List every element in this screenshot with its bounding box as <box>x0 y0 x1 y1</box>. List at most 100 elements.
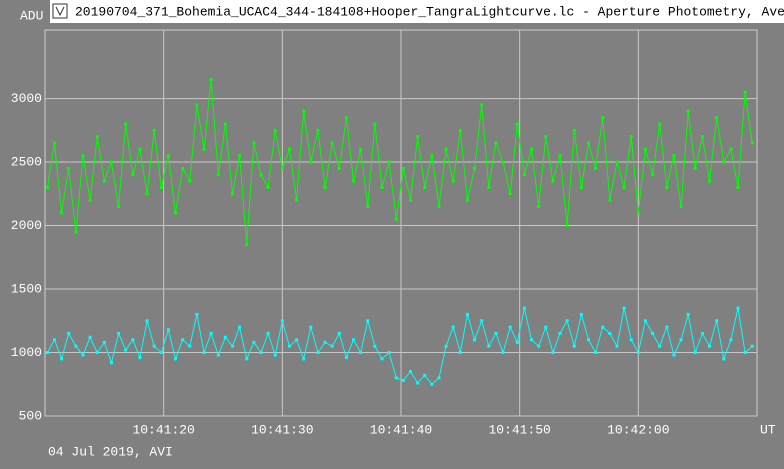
data-point <box>722 160 726 164</box>
data-point <box>494 141 498 145</box>
y-tick-label: 2500 <box>11 154 42 169</box>
data-point <box>480 103 484 107</box>
data-point <box>416 381 420 385</box>
data-point <box>245 243 249 247</box>
data-point <box>95 135 99 139</box>
data-point <box>451 325 455 329</box>
data-point <box>266 331 270 335</box>
y-tick-label: 1000 <box>11 345 42 360</box>
data-point <box>708 179 712 183</box>
data-point <box>401 166 405 170</box>
data-point <box>643 319 647 323</box>
data-point <box>437 376 441 380</box>
data-point <box>636 351 640 355</box>
data-point <box>722 357 726 361</box>
data-point <box>152 344 156 348</box>
x-tick-label: 10:41:50 <box>488 422 550 437</box>
data-point <box>280 319 284 323</box>
data-point <box>309 325 313 329</box>
data-point <box>145 319 149 323</box>
data-point <box>750 141 754 145</box>
data-point <box>615 160 619 164</box>
data-point <box>437 204 441 208</box>
data-point <box>117 204 121 208</box>
data-point <box>259 173 263 177</box>
data-point <box>316 351 320 355</box>
data-point <box>508 192 512 196</box>
data-point <box>387 351 391 355</box>
data-point <box>102 179 106 183</box>
data-point <box>174 211 178 215</box>
data-point <box>729 338 733 342</box>
data-point <box>401 378 405 382</box>
data-point <box>465 198 469 202</box>
data-point <box>530 147 534 151</box>
data-point <box>658 344 662 348</box>
data-point <box>131 338 135 342</box>
data-point <box>60 357 64 361</box>
data-point <box>109 361 113 365</box>
data-point <box>344 116 348 120</box>
data-point <box>230 344 234 348</box>
data-point <box>458 128 462 132</box>
data-point <box>558 154 562 158</box>
data-point <box>594 166 598 170</box>
data-point <box>501 160 505 164</box>
data-point <box>230 192 234 196</box>
data-point <box>216 173 220 177</box>
data-point <box>302 357 306 361</box>
data-point <box>295 198 299 202</box>
chart-title: 20190704_371_Bohemia_UCAC4_344-184108+Ho… <box>75 4 784 19</box>
data-point <box>216 353 220 357</box>
y-tick-label: 500 <box>19 408 42 423</box>
data-point <box>359 351 363 355</box>
data-point <box>316 128 320 132</box>
y-tick-label: 2000 <box>11 218 42 233</box>
data-point <box>530 338 534 342</box>
data-point <box>138 356 142 360</box>
data-point <box>565 224 569 228</box>
data-point <box>394 217 398 221</box>
data-point <box>608 331 612 335</box>
data-point <box>323 185 327 189</box>
series-line <box>46 79 753 245</box>
data-point <box>629 135 633 139</box>
data-point <box>729 147 733 151</box>
data-point <box>302 109 306 113</box>
data-point <box>273 353 277 357</box>
data-point <box>679 338 683 342</box>
data-point <box>373 344 377 348</box>
data-point <box>537 344 541 348</box>
data-point <box>430 154 434 158</box>
data-point <box>330 141 334 145</box>
data-point <box>622 185 626 189</box>
data-point <box>544 325 548 329</box>
data-point <box>743 351 747 355</box>
data-point <box>686 312 690 316</box>
data-point <box>366 319 370 323</box>
data-point <box>67 331 71 335</box>
data-point <box>508 325 512 329</box>
data-point <box>679 204 683 208</box>
y-axis-label: ADU <box>20 8 43 23</box>
data-point <box>266 185 270 189</box>
data-point <box>579 185 583 189</box>
data-point <box>622 306 626 310</box>
data-point <box>451 179 455 183</box>
data-point <box>594 351 598 355</box>
data-point <box>202 351 206 355</box>
data-point <box>102 340 106 344</box>
data-point <box>501 351 505 355</box>
data-point <box>166 154 170 158</box>
data-point <box>209 78 213 82</box>
data-point <box>601 325 605 329</box>
data-point <box>558 331 562 335</box>
data-point <box>515 122 519 126</box>
data-point <box>473 338 477 342</box>
data-point <box>708 344 712 348</box>
data-point <box>416 135 420 139</box>
data-point <box>67 166 71 170</box>
data-point <box>337 331 341 335</box>
data-point <box>380 357 384 361</box>
